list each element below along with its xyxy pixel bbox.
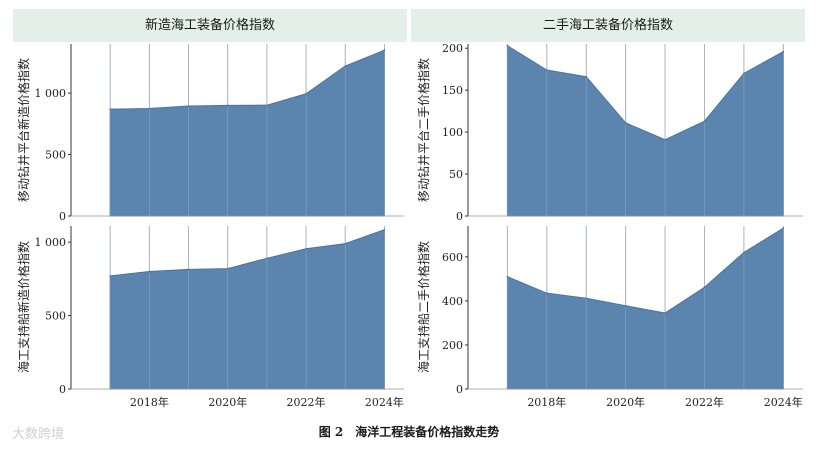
data-point xyxy=(546,69,548,71)
data-point xyxy=(226,267,229,270)
watermark-text: 大数跨境 xyxy=(12,427,65,442)
data-point xyxy=(546,292,548,294)
area-series xyxy=(506,227,784,390)
data-point xyxy=(226,104,229,107)
y-axis-label: 海工支持船二手价格指数 xyxy=(416,241,431,373)
data-point xyxy=(109,108,111,110)
area-series xyxy=(109,228,385,390)
y-tick-label: 1 000 xyxy=(35,87,67,100)
y-tick-label: 200 xyxy=(442,42,463,55)
data-point xyxy=(266,104,268,106)
y-tick-label: 400 xyxy=(442,295,463,308)
y-tick-label: 50 xyxy=(449,168,463,181)
data-point xyxy=(782,50,785,53)
y-tick-label: 0 xyxy=(456,383,463,396)
area-series xyxy=(506,44,784,217)
data-point xyxy=(664,312,666,314)
data-point xyxy=(585,297,588,300)
data-point xyxy=(664,138,666,141)
data-point xyxy=(344,242,347,245)
data-point xyxy=(782,227,785,230)
data-point xyxy=(624,304,627,307)
data-point xyxy=(344,65,347,67)
data-point xyxy=(148,107,151,110)
data-point xyxy=(703,120,706,122)
y-tick-label: 100 xyxy=(442,126,463,139)
x-tick-label: 2020年 xyxy=(208,395,247,409)
data-point xyxy=(187,105,190,107)
x-tick-label: 2020年 xyxy=(606,395,645,409)
right-column-header: 二手海工装备价格指数 xyxy=(411,9,805,42)
left-column-header: 新造海工装备价格指数 xyxy=(13,9,407,42)
y-tick-label: 500 xyxy=(45,310,66,323)
data-point xyxy=(585,75,588,78)
x-tick-label: 2018年 xyxy=(130,395,169,409)
y-axis-label: 移动钻井平台二手价格指数 xyxy=(416,58,431,202)
data-point xyxy=(743,251,745,254)
data-point xyxy=(506,275,509,278)
area-series xyxy=(109,49,385,217)
figure-caption: 图 2 海洋工程装备价格指数走势 xyxy=(318,425,500,439)
data-point xyxy=(266,257,268,260)
y-tick-label: 600 xyxy=(442,251,463,264)
y-tick-label: 150 xyxy=(442,84,463,97)
data-point xyxy=(743,72,745,75)
data-point xyxy=(703,286,706,289)
y-tick-label: 0 xyxy=(59,383,66,396)
data-point xyxy=(305,247,307,250)
y-axis-label: 海工支持船新造价格指数 xyxy=(16,241,31,373)
data-point xyxy=(148,270,151,273)
y-axis-label: 移动钻井平台新造价格指数 xyxy=(16,58,31,202)
y-tick-label: 0 xyxy=(456,210,463,223)
data-point xyxy=(109,275,111,277)
x-tick-label: 2022年 xyxy=(287,395,326,409)
y-tick-label: 0 xyxy=(59,210,66,223)
y-tick-label: 1 000 xyxy=(35,236,67,249)
data-point xyxy=(305,92,307,95)
data-point xyxy=(506,44,509,47)
x-tick-label: 2024年 xyxy=(365,395,404,409)
x-tick-label: 2022年 xyxy=(685,395,724,409)
data-point xyxy=(383,228,386,231)
data-point xyxy=(624,122,627,124)
x-tick-label: 2018年 xyxy=(527,395,566,409)
data-point xyxy=(383,49,386,51)
y-tick-label: 200 xyxy=(442,339,463,352)
x-tick-label: 2024年 xyxy=(764,395,803,409)
y-tick-label: 500 xyxy=(45,149,66,162)
data-point xyxy=(187,268,190,271)
